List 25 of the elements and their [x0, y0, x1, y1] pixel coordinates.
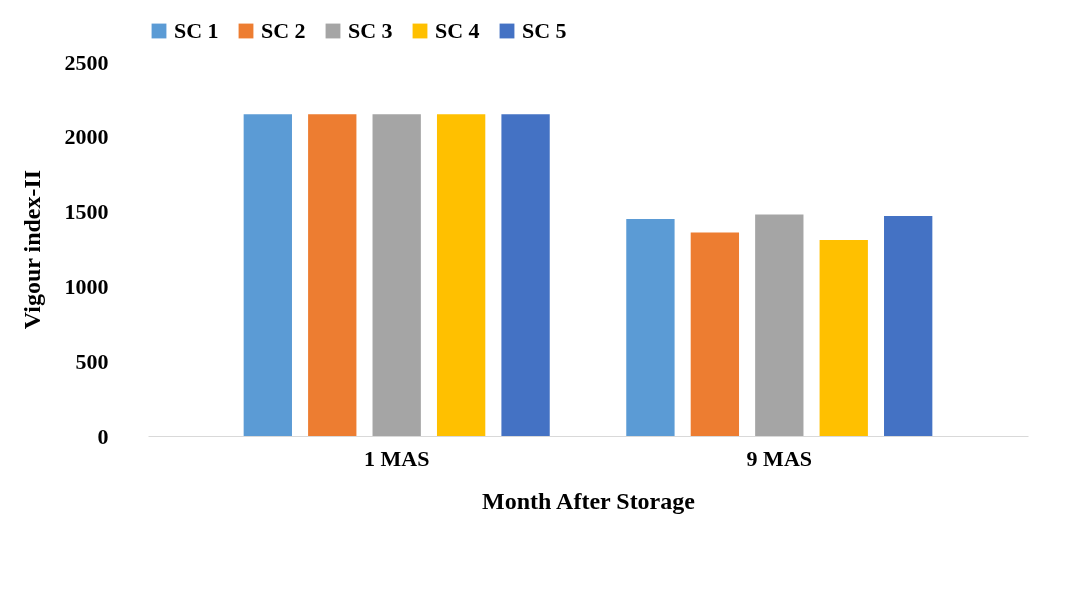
bar — [884, 216, 933, 436]
y-tick-label: 1000 — [64, 273, 109, 299]
x-tick-label: 1 MAS — [364, 445, 430, 471]
bar — [819, 240, 868, 436]
x-tick-label: 9 MAS — [746, 445, 812, 471]
legend-label: SC 3 — [348, 18, 393, 43]
legend-label: SC 2 — [261, 18, 306, 43]
bar — [755, 214, 804, 436]
y-tick-label: 2000 — [64, 124, 109, 150]
bar — [372, 114, 421, 436]
legend-label: SC 1 — [174, 18, 219, 43]
x-axis-title: Month After Storage — [482, 487, 696, 514]
legend-label: SC 4 — [435, 18, 480, 43]
bar — [626, 219, 675, 436]
y-tick-label: 0 — [97, 423, 109, 449]
bar — [436, 114, 486, 436]
bar — [243, 114, 292, 436]
y-tick-label: 2500 — [64, 49, 109, 75]
legend-label: SC 5 — [522, 18, 567, 43]
bar — [308, 114, 357, 436]
y-tick-label: 1500 — [64, 199, 109, 225]
y-axis-title: Vigour index-II — [18, 169, 45, 330]
bar — [501, 114, 550, 436]
bar — [690, 232, 740, 436]
y-tick-label: 500 — [75, 348, 109, 374]
